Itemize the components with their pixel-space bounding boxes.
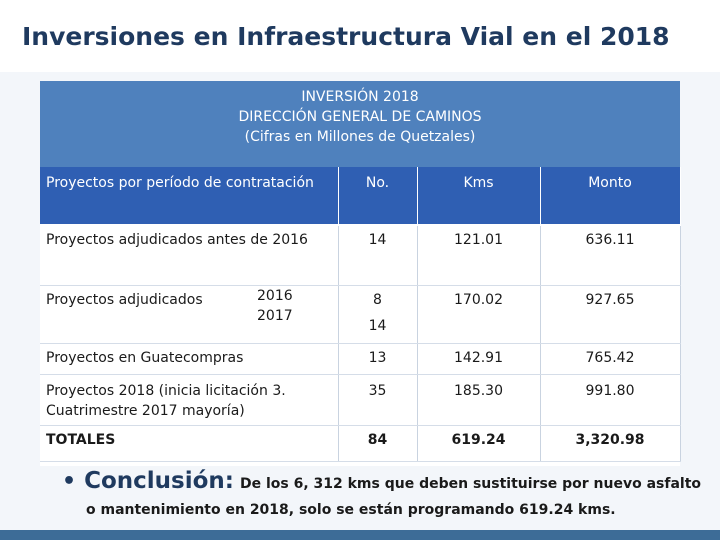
- totals-monto: 3,320.98: [540, 425, 681, 462]
- table-header-row: Proyectos por período de contratación No…: [40, 167, 681, 226]
- banner-line-1: INVERSIÓN 2018: [301, 89, 419, 105]
- row-no: 8 14: [338, 285, 418, 344]
- row-no: 35: [338, 374, 418, 426]
- row-years: 2016 2017: [257, 286, 293, 326]
- bullet-icon: •: [62, 469, 77, 494]
- row-monto: 765.42: [540, 343, 681, 375]
- investment-table: Proyectos por período de contratación No…: [40, 167, 681, 462]
- row-label: Proyectos adjudicados 2016 2017: [40, 285, 339, 344]
- row-label: Proyectos 2018 (inicia licitación 3. Cua…: [40, 374, 339, 426]
- banner-line-3: (Cifras en Millones de Quetzales): [244, 129, 476, 145]
- conclusion: • Conclusión: De los 6, 312 kms que deben …: [62, 468, 712, 518]
- row-no: 13: [338, 343, 418, 375]
- table-banner: INVERSIÓN 2018 DIRECCIÓN GENERAL DE CAMI…: [40, 81, 680, 167]
- banner-line-2: DIRECCIÓN GENERAL DE CAMINOS: [238, 109, 482, 125]
- row-kms: 121.01: [417, 225, 541, 286]
- row-monto: 991.80: [540, 374, 681, 426]
- row-label-text: Proyectos adjudicados: [46, 291, 203, 308]
- table-row: Proyectos en Guatecompras 13 142.91 765.…: [40, 343, 681, 375]
- col-header-projects: Proyectos por período de contratación: [40, 167, 339, 226]
- conclusion-line-1: • Conclusión: De los 6, 312 kms que deben …: [62, 468, 712, 494]
- bottom-strip: [0, 530, 720, 540]
- row-no-2017: 14: [368, 317, 387, 334]
- conclusion-lead: Conclusión:: [84, 468, 234, 494]
- table-row: Proyectos adjudicados antes de 2016 14 1…: [40, 225, 681, 286]
- row-label: Proyectos adjudicados antes de 2016: [40, 225, 339, 286]
- row-no-2016: 8: [373, 291, 382, 308]
- row-kms: 185.30: [417, 374, 541, 426]
- year-2016: 2016: [257, 287, 293, 304]
- row-monto: 636.11: [540, 225, 681, 286]
- table-totals-row: TOTALES 84 619.24 3,320.98: [40, 425, 681, 462]
- conclusion-text-1: De los 6, 312 kms que deben sustituirse …: [239, 476, 702, 492]
- row-kms: 142.91: [417, 343, 541, 375]
- page-title: Inversiones en Infraestructura Vial en e…: [22, 22, 670, 51]
- col-header-monto: Monto: [540, 167, 681, 226]
- row-label: Proyectos en Guatecompras: [40, 343, 339, 375]
- table-row: Proyectos 2018 (inicia licitación 3. Cua…: [40, 374, 681, 426]
- col-header-kms: Kms: [417, 167, 541, 226]
- year-2017: 2017: [257, 307, 293, 324]
- table-row: Proyectos adjudicados 2016 2017 8 14 170…: [40, 285, 681, 344]
- col-header-no: No.: [338, 167, 418, 226]
- totals-no: 84: [338, 425, 418, 462]
- totals-label: TOTALES: [40, 425, 339, 462]
- row-no: 14: [338, 225, 418, 286]
- row-kms: 170.02: [417, 285, 541, 344]
- totals-kms: 619.24: [417, 425, 541, 462]
- row-monto: 927.65: [540, 285, 681, 344]
- conclusion-text-2: o mantenimiento en 2018, solo se están p…: [86, 502, 616, 518]
- header-band: Inversiones en Infraestructura Vial en e…: [0, 0, 720, 72]
